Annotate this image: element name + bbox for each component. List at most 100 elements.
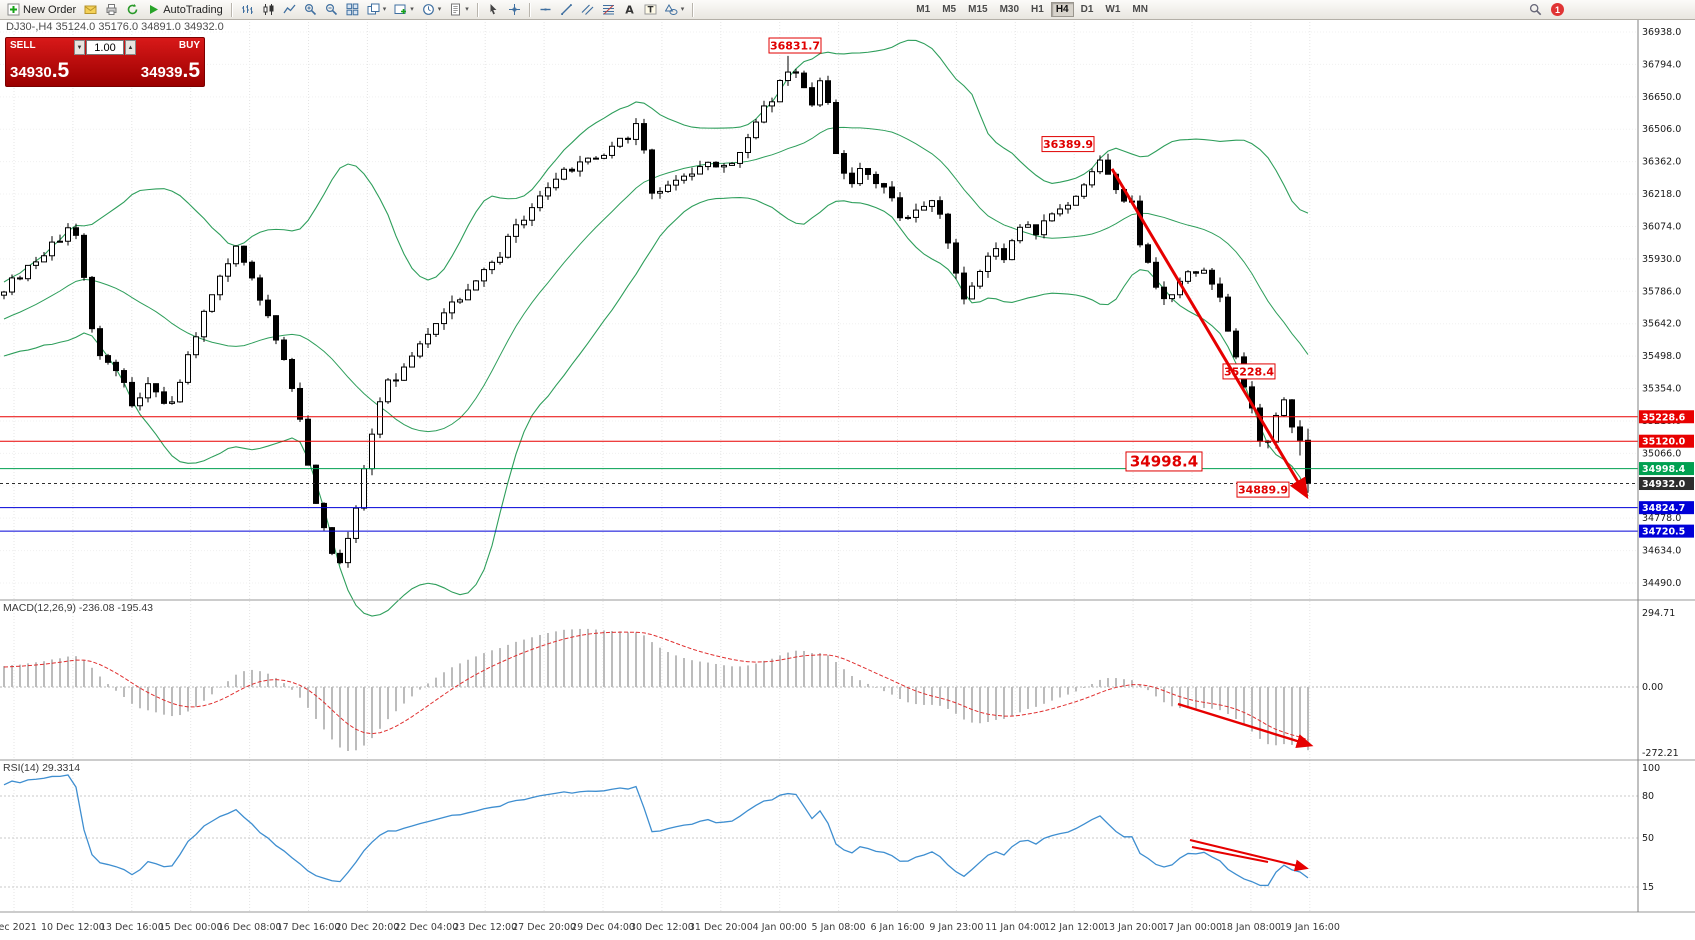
dropdown-caret: ▾	[410, 6, 414, 13]
new-chart-button[interactable]: ▾	[390, 2, 418, 18]
template-icon	[451, 3, 461, 16]
indicator-panes	[0, 628, 1638, 888]
cursor-icon	[490, 4, 497, 15]
volume-increase-button[interactable]: ▲	[125, 40, 136, 55]
zoom-out-button[interactable]	[321, 2, 342, 18]
price-badge-35228.6	[1639, 410, 1694, 424]
zoom-out-icon	[325, 3, 337, 16]
search-button[interactable]	[1525, 2, 1546, 18]
print-button[interactable]	[101, 2, 122, 18]
svg-text:31 Dec 20:00: 31 Dec 20:00	[689, 922, 753, 933]
sell-button[interactable]: SELL 34930.5	[6, 38, 73, 86]
buy-button[interactable]: BUY 34939.5	[137, 38, 204, 86]
cascade-windows-icon	[367, 3, 380, 15]
downtrend-arrow-macd[interactable]	[1177, 702, 1314, 748]
annotation-box-34998.4[interactable]	[1125, 451, 1203, 472]
svg-text:5 Jan 08:00: 5 Jan 08:00	[812, 922, 866, 933]
cursor-tool-button[interactable]	[483, 2, 504, 18]
svg-text:30 Dec 12:00: 30 Dec 12:00	[630, 922, 694, 933]
sell-label: SELL	[10, 40, 36, 51]
annotations[interactable]: 36831.7 36389.9 35228.4 34998.4 34889.9	[768, 37, 1290, 498]
candlestick-mode-button[interactable]	[258, 2, 279, 18]
dropdown-caret: ▾	[437, 6, 442, 13]
timeframe-m1[interactable]: M1	[916, 4, 931, 15]
horizontal-line-tool-button[interactable]	[535, 2, 556, 18]
price-badge-34998.4	[1639, 462, 1694, 476]
volume-input[interactable]	[86, 40, 124, 55]
main-toolbar: New Order AutoTrading ▾ ▾ ▾	[0, 0, 1695, 20]
text-label-tool-button[interactable]: T	[640, 2, 661, 18]
annotation-box-34889.9[interactable]	[1236, 481, 1290, 498]
timeframe-mn[interactable]: MN	[1132, 4, 1148, 15]
toolbar-separator	[230, 2, 233, 17]
trendline-icon	[560, 4, 572, 15]
timeframe-m5[interactable]: M5	[942, 4, 957, 15]
svg-text:36362.0: 36362.0	[1642, 157, 1681, 168]
notification-badge[interactable]: 1	[1551, 3, 1564, 16]
templates-button[interactable]: ▾	[445, 2, 473, 18]
annotation-box-36831.7[interactable]	[768, 37, 822, 54]
bar-chart-icon	[241, 5, 253, 14]
toolbar-separator	[476, 2, 479, 17]
shapes-icon	[664, 4, 678, 15]
new-order-icon	[7, 3, 20, 16]
svg-text:18 Jan 08:00: 18 Jan 08:00	[1221, 922, 1281, 933]
chart-ohlc-header: DJ30-,H4 35124.0 35176.0 34891.0 34932.0	[6, 21, 224, 33]
bar-chart-mode-button[interactable]	[237, 2, 258, 18]
timeframe-m30[interactable]: M30	[999, 4, 1020, 15]
clock-icon	[422, 4, 434, 15]
line-chart-mode-button[interactable]	[279, 2, 300, 18]
svg-text:35354.0: 35354.0	[1642, 384, 1681, 395]
tile-windows-button[interactable]	[342, 2, 363, 18]
trend-arrows[interactable]	[1110, 168, 1314, 872]
downtrend-arrow-rsi-1[interactable]	[1191, 846, 1269, 863]
svg-text:-272.21: -272.21	[1642, 748, 1679, 759]
shapes-tool-button[interactable]: ▾	[661, 2, 689, 18]
svg-text:17 Jan 00:00: 17 Jan 00:00	[1162, 922, 1222, 933]
fibonacci-icon	[602, 5, 614, 15]
period-button[interactable]: ▾	[418, 2, 446, 18]
toolbar-separator	[692, 2, 695, 17]
svg-text:19 Jan 16:00: 19 Jan 16:00	[1280, 922, 1340, 933]
svg-text:4 Jan 00:00: 4 Jan 00:00	[753, 922, 807, 933]
downtrend-arrow-rsi-0[interactable]	[1189, 839, 1309, 872]
crosshair-tool-button[interactable]	[504, 2, 525, 18]
svg-text:13 Jan 20:00: 13 Jan 20:00	[1103, 922, 1163, 933]
buy-label: BUY	[178, 40, 200, 51]
svg-text:34824.7: 34824.7	[1642, 503, 1685, 514]
timeframe-w1[interactable]: W1	[1105, 4, 1121, 15]
svg-text:6 Jan 16:00: 6 Jan 16:00	[870, 922, 924, 933]
zoom-in-button[interactable]	[300, 2, 321, 18]
downtrend-arrow-main[interactable]	[1110, 168, 1309, 500]
toolbar-right-group: 1	[1525, 2, 1564, 18]
new-order-button[interactable]: New Order	[3, 2, 80, 18]
autotrading-button[interactable]: AutoTrading	[143, 2, 227, 18]
mail-button[interactable]	[80, 2, 101, 18]
svg-text:50: 50	[1642, 833, 1654, 844]
channel-tool-button[interactable]	[577, 2, 598, 18]
svg-text:34932.0: 34932.0	[1642, 479, 1686, 490]
cascade-windows-button[interactable]: ▾	[363, 2, 391, 18]
svg-text:35228.4: 35228.4	[1224, 365, 1274, 378]
text-icon: A	[625, 4, 634, 17]
svg-text:10 Dec 12:00: 10 Dec 12:00	[41, 922, 105, 933]
timeframe-h1[interactable]: H1	[1031, 4, 1044, 15]
svg-text:36074.0: 36074.0	[1642, 221, 1681, 232]
volume-decrease-button[interactable]: ▼	[74, 40, 85, 55]
timeframe-h4[interactable]: H4	[1050, 2, 1074, 17]
svg-text:35228.6: 35228.6	[1642, 412, 1686, 423]
annotation-box-36389.9[interactable]	[1041, 136, 1095, 153]
timeframe-m15[interactable]: M15	[968, 4, 988, 15]
level-lines[interactable]	[0, 416, 1638, 532]
timeframe-d1[interactable]: D1	[1080, 4, 1094, 15]
macd-indicator-label: MACD(12,26,9) -236.08 -195.43	[3, 602, 153, 614]
refresh-button[interactable]	[122, 2, 143, 18]
trendline-tool-button[interactable]	[556, 2, 577, 18]
fibonacci-tool-button[interactable]	[598, 2, 619, 18]
buy-price: 34939.5	[140, 59, 200, 82]
svg-text:35066.0: 35066.0	[1642, 448, 1681, 459]
svg-text:23 Dec 12:00: 23 Dec 12:00	[453, 922, 517, 933]
text-tool-button[interactable]: A	[619, 2, 640, 18]
